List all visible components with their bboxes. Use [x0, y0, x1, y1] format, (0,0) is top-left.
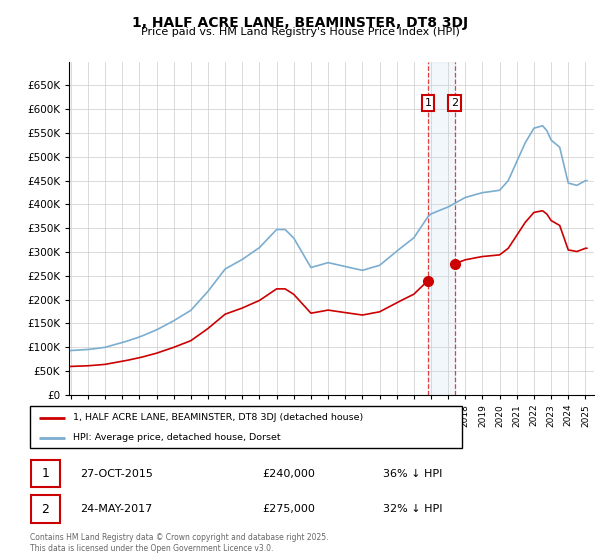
Text: 27-OCT-2015: 27-OCT-2015 — [80, 469, 152, 479]
Text: £275,000: £275,000 — [262, 504, 315, 514]
Text: Contains HM Land Registry data © Crown copyright and database right 2025.
This d: Contains HM Land Registry data © Crown c… — [30, 533, 329, 553]
Text: £240,000: £240,000 — [262, 469, 315, 479]
Text: 1, HALF ACRE LANE, BEAMINSTER, DT8 3DJ: 1, HALF ACRE LANE, BEAMINSTER, DT8 3DJ — [132, 16, 468, 30]
Text: 2: 2 — [41, 502, 49, 516]
Text: 24-MAY-2017: 24-MAY-2017 — [80, 504, 152, 514]
Text: HPI: Average price, detached house, Dorset: HPI: Average price, detached house, Dors… — [73, 433, 281, 442]
Bar — [428, 62, 455, 395]
Bar — [31, 460, 60, 487]
Text: 2: 2 — [451, 98, 458, 108]
Text: 1, HALF ACRE LANE, BEAMINSTER, DT8 3DJ (detached house): 1, HALF ACRE LANE, BEAMINSTER, DT8 3DJ (… — [73, 413, 364, 422]
Text: Price paid vs. HM Land Registry's House Price Index (HPI): Price paid vs. HM Land Registry's House … — [140, 27, 460, 37]
Bar — [31, 496, 60, 522]
Text: 36% ↓ HPI: 36% ↓ HPI — [383, 469, 443, 479]
Text: 1: 1 — [41, 467, 49, 480]
Text: 32% ↓ HPI: 32% ↓ HPI — [383, 504, 443, 514]
Text: 1: 1 — [425, 98, 431, 108]
